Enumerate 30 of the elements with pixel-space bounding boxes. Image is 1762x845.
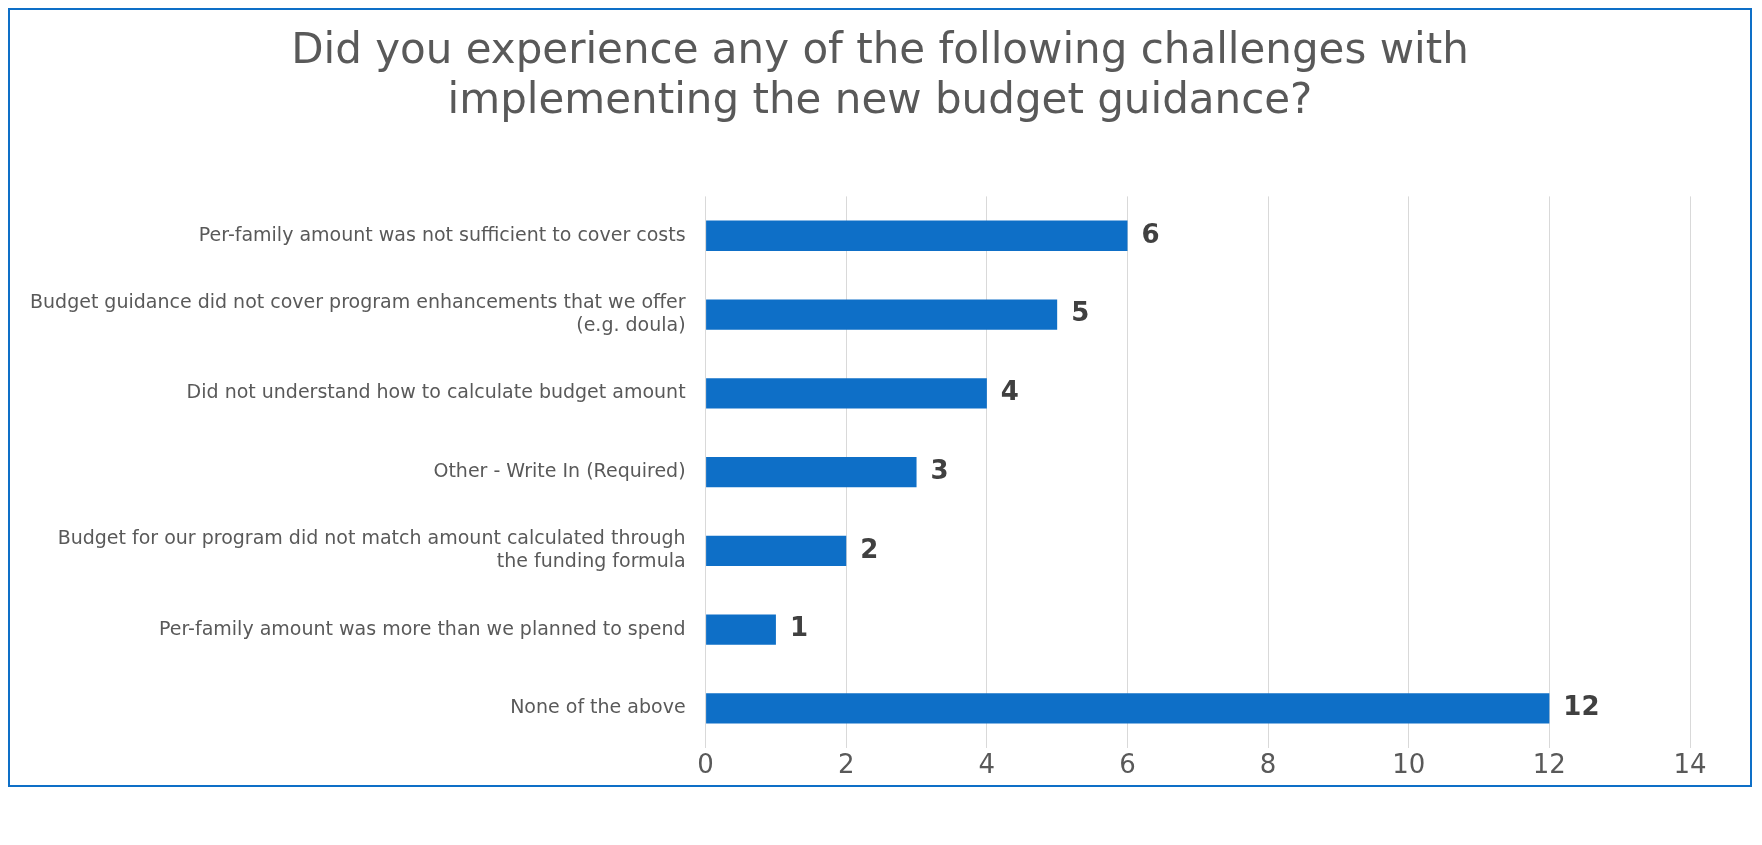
x-tick-label: 0: [697, 748, 714, 779]
bar: [706, 299, 1058, 330]
x-tick-label: 2: [837, 748, 855, 779]
data-label: 4: [1000, 375, 1019, 406]
bar: [706, 377, 987, 409]
bar: [706, 535, 847, 566]
x-tick-label: 12: [1532, 748, 1566, 779]
bar: [706, 693, 1550, 724]
y-tick-label: Other - Write In (Required): [433, 458, 686, 481]
data-label: 2: [860, 533, 879, 564]
x-tick-label: 6: [1119, 748, 1136, 779]
bar: [706, 614, 776, 645]
y-tick-label: Per-family amount was more than we planned to spend: [159, 616, 686, 639]
y-tick-label: Budget guidance did not cover program enhancements that we offer (e.g. doula): [29, 289, 686, 335]
chart-title: Did you experience any of the following challenges with implementing the new budget guidance?: [290, 24, 1470, 125]
x-tick-label: 8: [1259, 748, 1277, 779]
data-label: 12: [1563, 690, 1600, 721]
y-tick-label: Did not understand how to calculate budget amount: [186, 380, 686, 403]
y-tick-label: None of the above: [510, 695, 686, 718]
data-label: 6: [1141, 218, 1160, 249]
x-tick-label: 14: [1673, 748, 1707, 779]
x-tick-label: 10: [1392, 748, 1426, 779]
bar: [706, 456, 917, 488]
x-tick-label: 4: [978, 748, 996, 779]
y-tick-label: Per-family amount was not sufficient to cover costs: [198, 222, 686, 245]
y-tick-label: Budget for our program did not match amount calculated through the funding formula: [57, 526, 686, 571]
data-label: 5: [1071, 297, 1090, 328]
bar: [706, 220, 1128, 251]
data-label: 1: [789, 612, 809, 643]
data-label: 3: [930, 454, 949, 485]
